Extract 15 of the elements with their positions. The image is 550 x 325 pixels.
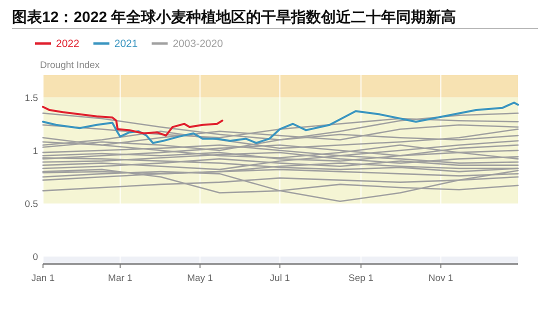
x-tick-label: May 1 bbox=[187, 273, 213, 284]
x-tick-label: Nov 1 bbox=[428, 273, 454, 284]
legend-label: 2003-2020 bbox=[172, 38, 224, 50]
x-tick-label: Jan 1 bbox=[31, 273, 55, 284]
x-tick-label: Sep 1 bbox=[348, 273, 374, 284]
x-tick-label: Mar 1 bbox=[108, 273, 132, 284]
y-tick-label: 1 bbox=[32, 146, 38, 157]
legend-label: 2021 bbox=[114, 38, 138, 50]
x-tick-label: Jul 1 bbox=[270, 273, 290, 284]
y-tick-label: 1.5 bbox=[24, 92, 38, 104]
y-tick-label: 0.5 bbox=[24, 198, 38, 210]
legend-label: 2022 bbox=[56, 38, 80, 50]
y-tick-label: 0 bbox=[32, 252, 38, 264]
y-axis-title: Drought Index bbox=[40, 60, 100, 71]
chart-title: 图表12：2022 年全球小麦种植地区的干旱指数创近二十年同期新高 bbox=[12, 8, 456, 26]
